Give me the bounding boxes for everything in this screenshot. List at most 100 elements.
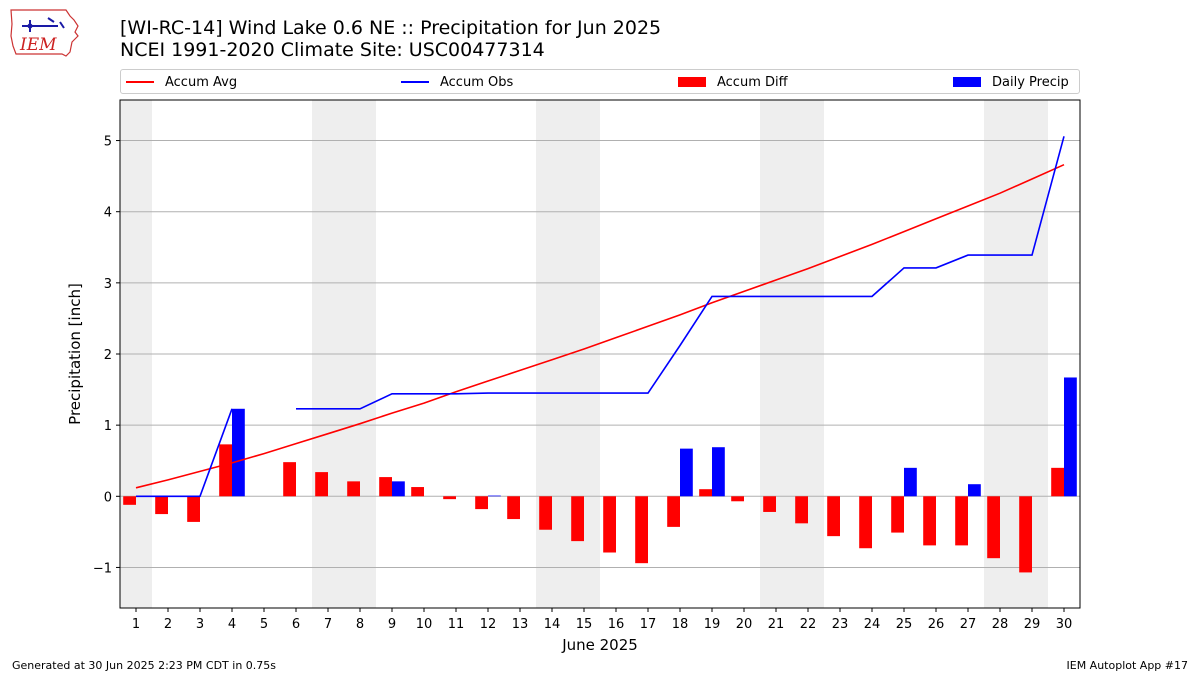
bar-accum-diff-day-2 (155, 496, 168, 515)
y-tick-label: 0 (104, 490, 112, 505)
bar-daily-precip-day-9 (392, 481, 405, 497)
legend-label-accum-obs: Accum Obs (440, 74, 514, 90)
bar-accum-diff-day-24 (859, 496, 872, 549)
x-axis-label: June 2025 (561, 636, 638, 654)
bar-accum-diff-day-23 (827, 496, 840, 537)
legend-swatch-accum-avg (126, 81, 154, 83)
x-tick-label: 3 (196, 617, 204, 632)
line-accum-obs-segment-0 (136, 408, 233, 498)
x-tick-label: 14 (544, 617, 561, 632)
x-tick-label: 20 (736, 617, 753, 632)
legend-entry-accum-avg: Accum Avg (126, 74, 237, 90)
x-tick-label: 12 (480, 617, 497, 632)
legend-label-accum-diff: Accum Diff (717, 74, 788, 90)
bar-accum-diff-day-25 (891, 496, 904, 533)
bar-daily-precip-day-27 (968, 484, 981, 497)
bar-accum-diff-day-12 (475, 496, 488, 510)
x-axis-ticks: 1 2 3 4 5 6 7 8 9 10 11 12 13 14 15 16 17 18 19 20 21 22 23 24 2… (132, 608, 1072, 632)
line-accum-avg-segment-0 (135, 163, 1065, 489)
footer-app: IEM Autoplot App #17 (1066, 659, 1189, 672)
x-tick-label: 28 (992, 617, 1009, 632)
bar-accum-diff-day-17 (635, 496, 648, 564)
series-lines (135, 136, 1065, 498)
bar-accum-diff-day-11 (443, 496, 456, 500)
x-tick-label: 1 (132, 617, 140, 632)
bar-accum-diff-day-27 (955, 496, 968, 546)
x-tick-label: 27 (960, 617, 977, 632)
y-tick-label: 2 (104, 348, 112, 363)
x-tick-label: 15 (576, 617, 593, 632)
bar-accum-diff-day-18 (667, 496, 680, 527)
x-tick-label: 30 (1056, 617, 1073, 632)
bars (123, 377, 1077, 573)
y-tick-label: 5 (104, 135, 112, 150)
x-tick-label: 18 (672, 617, 689, 632)
legend-entry-accum-obs: Accum Obs (401, 74, 513, 90)
logo-text: IEM (19, 35, 57, 55)
bar-daily-precip-day-12 (488, 495, 501, 497)
bar-daily-precip-day-19 (712, 447, 725, 497)
bar-daily-precip-day-4 (232, 408, 245, 497)
x-tick-label: 23 (832, 617, 849, 632)
bar-accum-diff-day-3 (187, 496, 200, 522)
y-axis-ticks: −1 0 1 2 3 4 5 (93, 135, 120, 576)
x-tick-label: 19 (704, 617, 721, 632)
bar-accum-diff-day-29 (1019, 496, 1032, 573)
legend-label-daily-precip: Daily Precip (992, 74, 1069, 90)
y-tick-label: 3 (104, 277, 112, 292)
x-tick-label: 10 (416, 617, 433, 632)
x-tick-label: 9 (388, 617, 396, 632)
x-tick-label: 6 (292, 617, 300, 632)
bar-accum-diff-day-15 (571, 496, 584, 542)
x-tick-label: 24 (864, 617, 881, 632)
bar-accum-diff-day-8 (347, 481, 360, 497)
x-tick-label: 4 (228, 617, 236, 632)
legend-label-accum-avg: Accum Avg (165, 74, 238, 90)
y-tick-label: 4 (104, 206, 112, 221)
bar-daily-precip-day-25 (904, 467, 917, 497)
legend-swatch-accum-obs (401, 81, 429, 83)
legend-swatch-daily-precip (953, 77, 981, 87)
bar-daily-precip-day-18 (680, 448, 693, 497)
bar-daily-precip-day-30 (1064, 377, 1077, 497)
x-tick-label: 16 (608, 617, 625, 632)
y-tick-label: 1 (104, 419, 112, 434)
x-tick-label: 5 (260, 617, 268, 632)
bar-accum-diff-day-13 (507, 496, 520, 520)
x-tick-label: 26 (928, 617, 945, 632)
bar-accum-diff-day-26 (923, 496, 936, 546)
y-tick-label: −1 (93, 561, 112, 576)
chart-title: [WI-RC-14] Wind Lake 0.6 NE :: Precipita… (120, 17, 661, 61)
legend-swatch-accum-diff (678, 77, 706, 87)
bar-accum-diff-day-16 (603, 496, 616, 553)
bar-accum-diff-day-7 (315, 472, 328, 497)
legend-entry-daily-precip: Daily Precip (953, 74, 1069, 90)
bar-accum-diff-day-28 (987, 496, 1000, 559)
y-axis-label: Precipitation [inch] (66, 283, 84, 425)
bar-accum-diff-day-6 (283, 462, 296, 497)
chart-title-line1: [WI-RC-14] Wind Lake 0.6 NE :: Precipita… (120, 17, 662, 39)
bar-accum-diff-day-9 (379, 477, 392, 497)
chart-legend: Accum Avg Accum Obs Accum Diff Daily Pre… (120, 69, 1080, 94)
x-tick-label: 7 (324, 617, 332, 632)
x-tick-label: 13 (512, 617, 529, 632)
iem-logo: IEM (10, 9, 79, 57)
bar-accum-diff-day-14 (539, 496, 552, 530)
x-tick-label: 11 (448, 617, 465, 632)
footer-generated: Generated at 30 Jun 2025 2:23 PM CDT in … (12, 659, 277, 672)
iowa-outline-icon (10, 9, 79, 57)
bar-accum-diff-day-22 (795, 496, 808, 524)
bar-accum-diff-day-1 (123, 496, 136, 505)
bar-accum-diff-day-21 (763, 496, 776, 512)
bar-accum-diff-day-20 (731, 496, 744, 502)
x-tick-label: 2 (164, 617, 172, 632)
bar-accum-diff-day-19 (699, 489, 712, 497)
chart-subtitle: NCEI 1991-2020 Climate Site: USC00477314 (120, 39, 545, 61)
x-tick-label: 17 (640, 617, 657, 632)
x-tick-label: 25 (896, 617, 913, 632)
legend-entry-accum-diff: Accum Diff (678, 74, 788, 90)
bar-accum-diff-day-30 (1051, 467, 1064, 497)
x-tick-label: 29 (1024, 617, 1041, 632)
bar-accum-diff-day-10 (411, 487, 424, 497)
